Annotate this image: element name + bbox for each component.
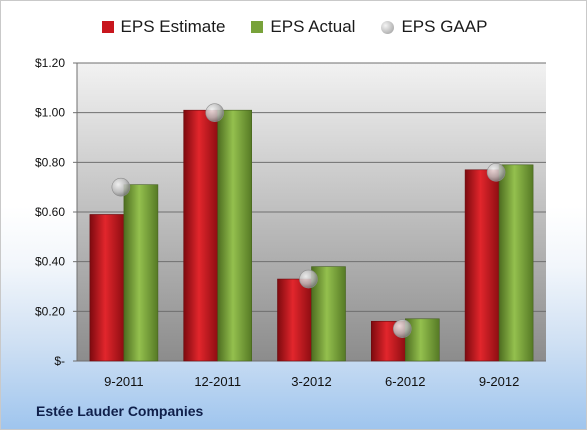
marker-eps-gaap (111, 177, 131, 197)
bar-eps-estimate (89, 214, 125, 362)
legend-label-estimate: EPS Estimate (120, 17, 226, 36)
x-tick-label: 9-2012 (479, 374, 519, 389)
legend-swatch-actual (251, 21, 264, 33)
y-tick-label: $1.00 (35, 106, 65, 120)
x-tick-label: 6-2012 (385, 374, 425, 389)
bar-eps-actual (217, 109, 252, 362)
bar-eps-estimate (464, 169, 500, 362)
legend-label-gaap: EPS GAAP (401, 17, 488, 36)
x-tick-label: 3-2012 (291, 374, 331, 389)
y-tick-label: $0.80 (35, 155, 65, 169)
legend-swatch-estimate (101, 21, 114, 33)
bar-eps-estimate (183, 109, 218, 362)
legend-label-actual: EPS Actual (270, 17, 356, 36)
bar-eps-estimate (277, 278, 312, 362)
legend: EPS Estimate EPS Actual EPS GAAP (1, 17, 587, 37)
y-tick-label: $0.60 (35, 205, 65, 219)
legend-item-actual: EPS Actual (251, 17, 355, 37)
y-tick-label: $0.40 (35, 255, 65, 269)
marker-eps-gaap (299, 269, 318, 289)
y-tick-label: $- (54, 354, 65, 368)
y-tick-label: $1.20 (35, 56, 65, 70)
marker-eps-gaap (205, 103, 224, 122)
bar-eps-actual (498, 164, 534, 362)
bar-eps-actual (123, 184, 159, 362)
y-tick-label: $0.20 (35, 304, 65, 318)
marker-eps-gaap (486, 162, 506, 182)
legend-item-estimate: EPS Estimate (101, 17, 226, 37)
marker-eps-gaap (392, 319, 412, 339)
company-name: Estée Lauder Companies (36, 403, 204, 419)
legend-swatch-gaap (381, 20, 395, 34)
x-tick-label: 12-2011 (194, 374, 241, 389)
legend-item-gaap: EPS GAAP (381, 17, 487, 37)
x-tick-label: 9-2011 (104, 374, 144, 389)
